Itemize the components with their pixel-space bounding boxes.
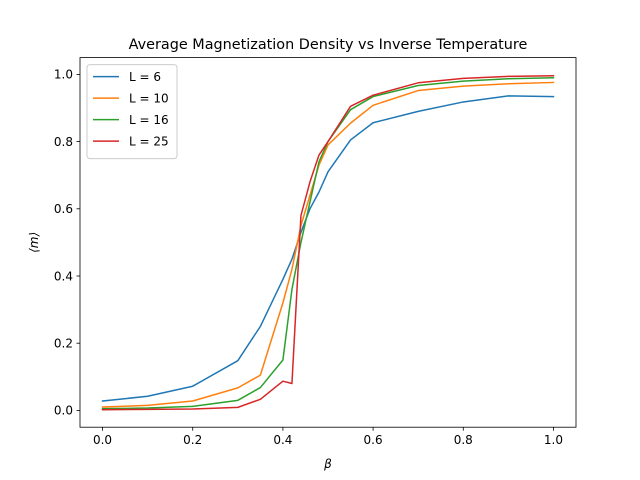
x-tick-label: 0.8 [454,433,473,447]
legend-label: L = 6 [129,70,161,84]
series-line-1 [101,95,555,402]
series-line-2 [101,81,555,408]
legend-label: L = 10 [129,92,169,106]
series-line-4 [101,74,555,411]
y-tick-label: 0.4 [54,269,73,283]
y-axis-label: ⟨m⟩ [27,232,41,253]
x-tick-label: 0.0 [93,433,112,447]
y-tick-label: 0.0 [54,404,73,418]
legend-label: L = 16 [129,113,169,127]
y-tick-label: 0.6 [54,202,73,216]
x-axis-ticks: 0.0 0.2 0.4 0.6 0.8 1.0 [93,427,563,447]
x-tick-label: 0.6 [364,433,383,447]
x-tick-label: 1.0 [544,433,563,447]
series-line-3 [101,76,555,410]
series-layer [101,74,555,411]
chart-title: Average Magnetization Density vs Inverse… [129,37,528,53]
y-tick-label: 0.8 [54,135,73,149]
x-tick-label: 0.4 [273,433,292,447]
x-axis-label: β [323,457,332,471]
legend-label: L = 25 [129,135,169,149]
plot-frame [79,57,577,428]
y-axis-ticks: 0.0 0.2 0.4 0.6 0.8 1.0 [54,68,80,418]
y-tick-label: 1.0 [54,68,73,82]
x-tick-label: 0.2 [183,433,202,447]
y-tick-label: 0.2 [54,337,73,351]
legend-frame [86,64,178,160]
legend: L = 6 L = 10 L = 16 L = 25 [86,64,178,160]
